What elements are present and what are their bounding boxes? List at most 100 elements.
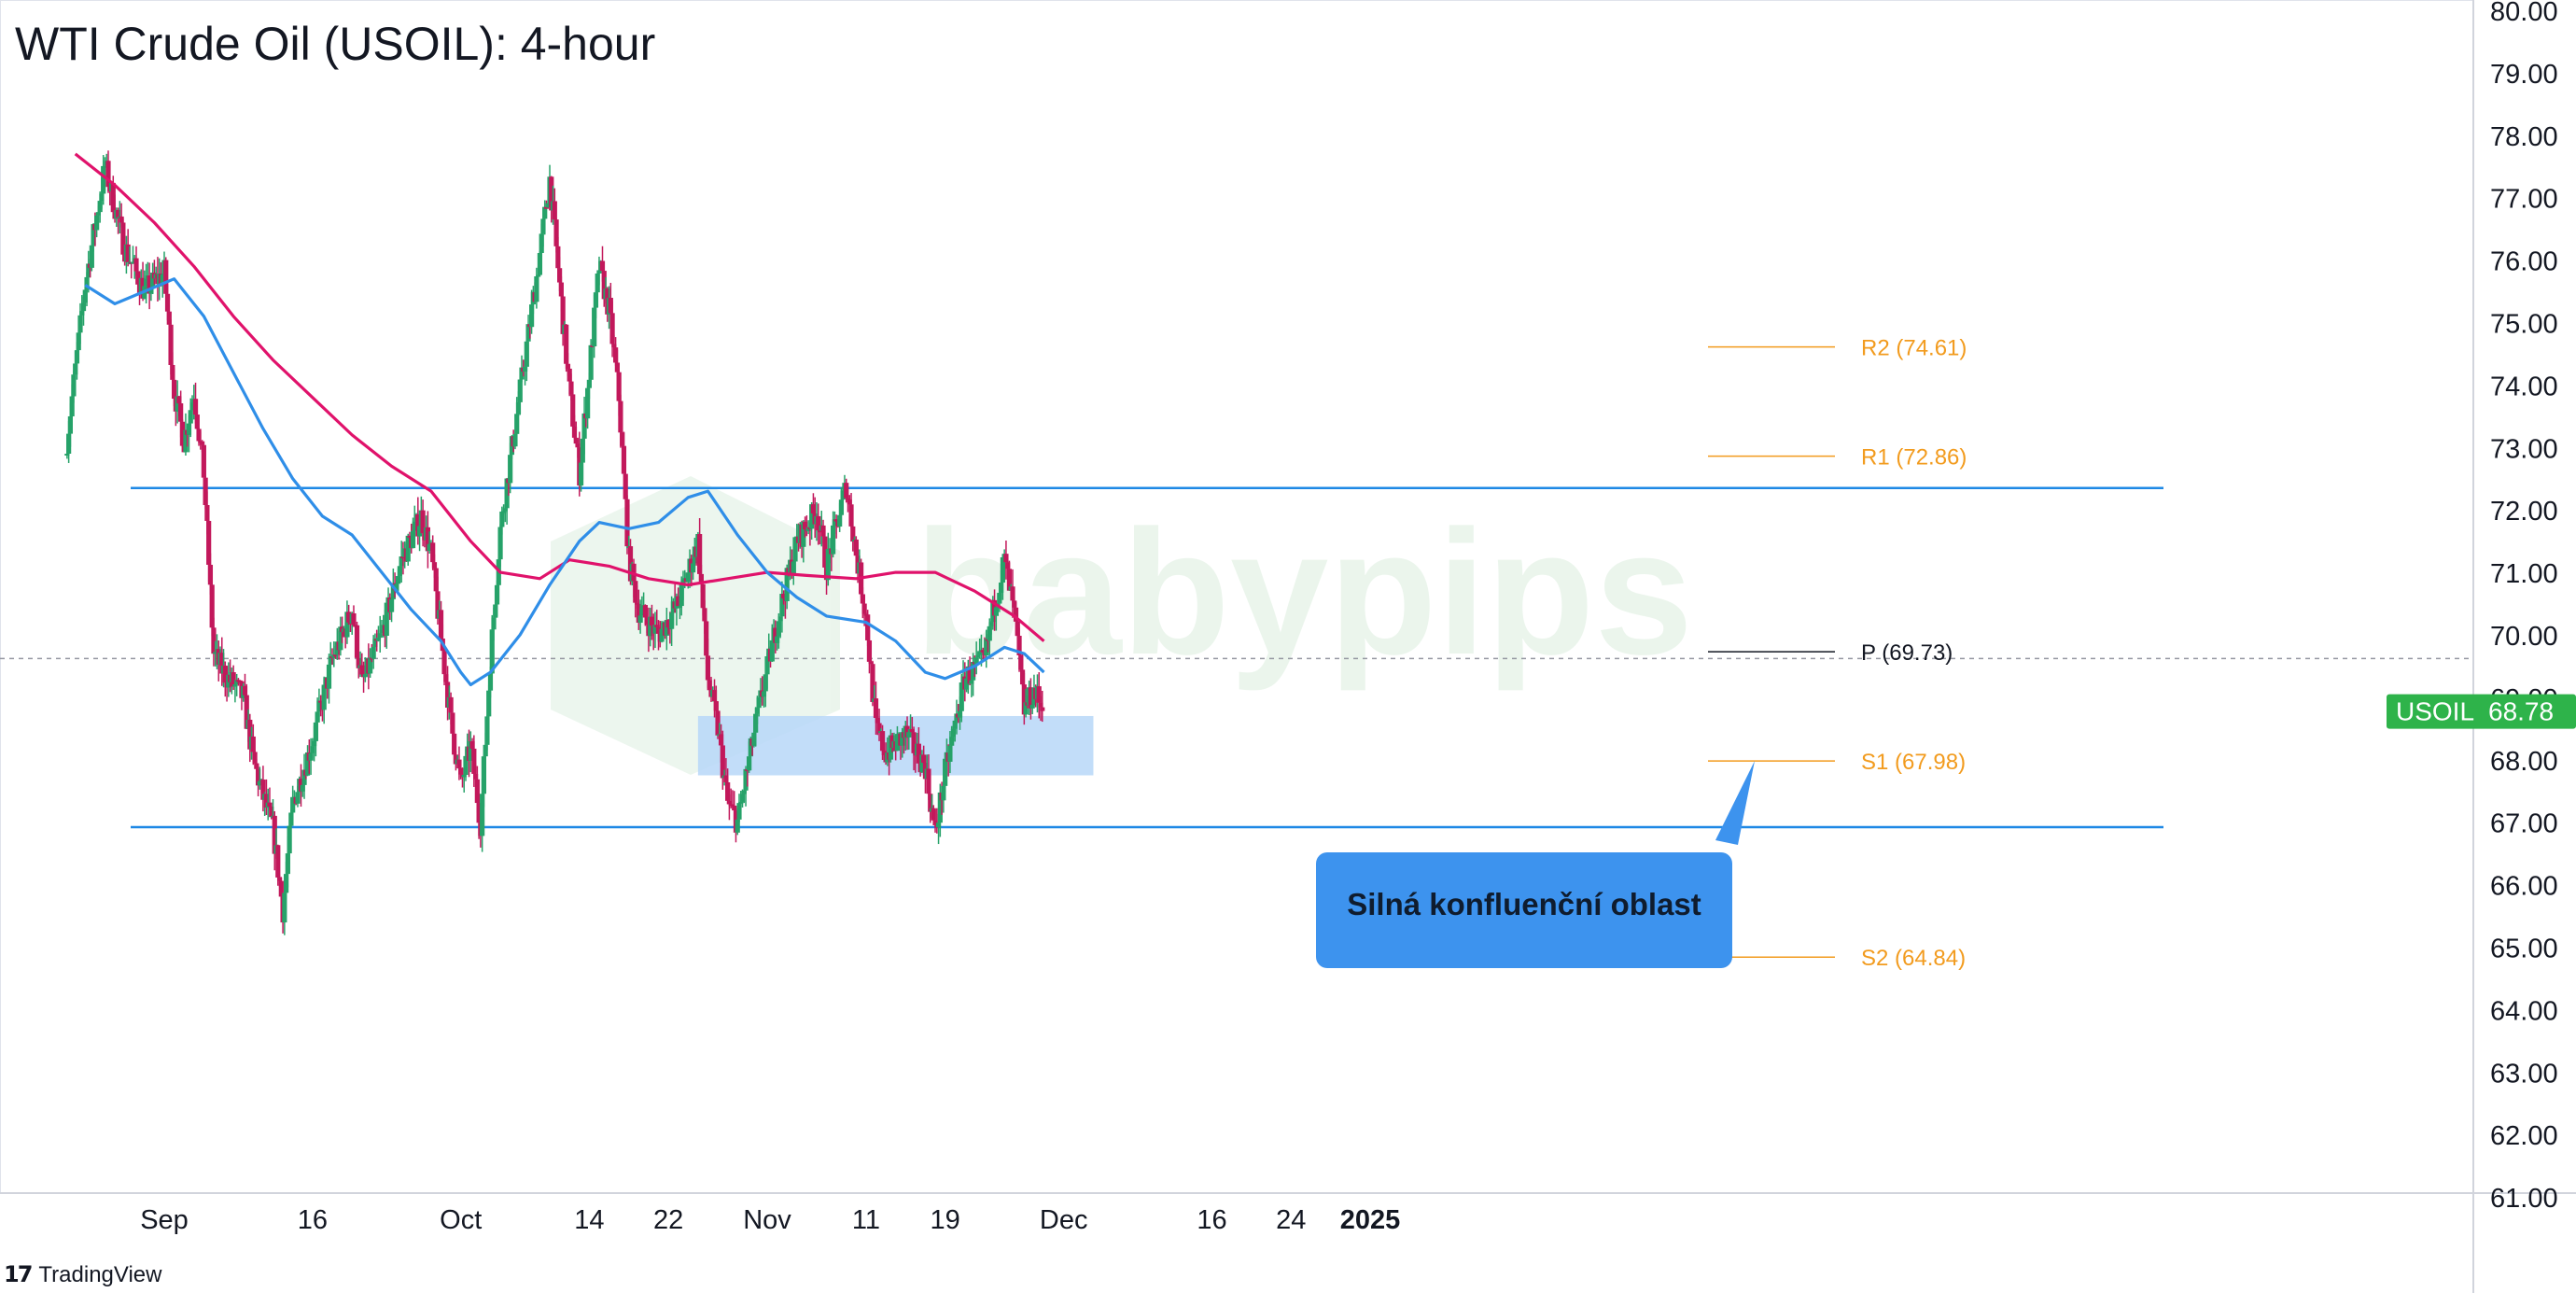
candle-body xyxy=(269,806,274,818)
candle-body xyxy=(720,745,725,779)
candle-body xyxy=(761,691,767,697)
candle-body xyxy=(988,622,994,626)
candle-body xyxy=(448,696,454,713)
candle-body xyxy=(471,748,477,774)
candle-body xyxy=(644,617,650,625)
candle-body xyxy=(763,674,768,692)
candle-body xyxy=(67,415,73,434)
candle-body xyxy=(147,275,152,294)
callout-box xyxy=(1316,852,1732,968)
tradingview-branding[interactable]: 𝟭𝟳 TradingView xyxy=(4,1261,161,1288)
y-tick-label: 63.00 xyxy=(2490,1059,2558,1089)
candle-body xyxy=(351,612,357,625)
candle-body xyxy=(791,561,796,575)
candle-body xyxy=(802,521,808,529)
candle-body xyxy=(624,499,630,547)
candle-body xyxy=(943,758,948,786)
candle-body xyxy=(397,566,402,577)
candle-body xyxy=(980,650,986,653)
candle-body xyxy=(730,804,735,807)
candle-body xyxy=(222,665,228,683)
y-tick-label: 75.00 xyxy=(2490,310,2558,340)
pivot-level-label: R2 (74.61) xyxy=(1861,336,1967,361)
price-badge-bg xyxy=(2387,694,2576,729)
candle-body xyxy=(399,556,404,567)
candle-body xyxy=(633,581,638,603)
candle-body xyxy=(555,246,561,269)
candle-body xyxy=(493,604,498,618)
candle-body xyxy=(707,680,712,691)
candle-body xyxy=(866,639,873,662)
candle-body xyxy=(394,583,399,591)
y-tick-label: 67.00 xyxy=(2490,809,2558,839)
candle-body xyxy=(489,629,495,674)
x-tick-label: 19 xyxy=(930,1205,959,1235)
candle-body xyxy=(206,520,212,565)
candle-body xyxy=(420,510,426,534)
candle-body xyxy=(669,612,675,629)
candle-body xyxy=(697,533,703,574)
candle-body xyxy=(472,773,479,780)
candle-body xyxy=(105,161,111,188)
y-tick-label: 72.00 xyxy=(2490,497,2558,527)
candle-body xyxy=(904,725,910,738)
candle-body xyxy=(179,421,186,446)
candle-body xyxy=(676,596,681,607)
candle-body xyxy=(95,212,101,216)
candle-body xyxy=(941,785,946,801)
candle-body xyxy=(568,381,574,395)
watermark-hexagon xyxy=(551,476,840,775)
candle-body xyxy=(580,438,585,463)
candle-body xyxy=(328,656,333,665)
candle-body xyxy=(777,616,783,622)
candle-body xyxy=(304,752,311,776)
candle-body xyxy=(853,539,859,556)
candle-body xyxy=(130,261,136,264)
candle-body xyxy=(634,602,640,605)
x-tick-label: 22 xyxy=(653,1205,683,1235)
price-badge-symbol: USOIL xyxy=(2396,697,2474,726)
candle-body xyxy=(1003,554,1009,563)
candle-body xyxy=(135,271,141,285)
candle-body xyxy=(655,626,662,634)
candle-body xyxy=(754,708,761,714)
candle-body xyxy=(481,756,487,794)
candle-body xyxy=(474,779,480,804)
candle-body xyxy=(244,695,249,729)
candle-body xyxy=(753,713,759,733)
candle-body xyxy=(390,583,396,599)
candle-body xyxy=(463,755,469,775)
candle-body xyxy=(332,654,339,657)
candle-body xyxy=(837,514,843,527)
candle-body xyxy=(74,350,80,364)
candle-body xyxy=(502,508,508,512)
candle-body xyxy=(1006,569,1013,591)
candle-body xyxy=(278,880,284,897)
candle-body xyxy=(873,698,879,719)
x-tick-label: 24 xyxy=(1276,1205,1306,1235)
candle-body xyxy=(578,462,584,486)
candle-body xyxy=(194,415,200,429)
candle-body xyxy=(410,530,416,549)
candle-body xyxy=(97,201,103,213)
candle-body xyxy=(726,800,733,805)
candle-body xyxy=(275,845,281,878)
candle-body xyxy=(525,324,531,342)
candle-body xyxy=(725,781,731,801)
candle-body xyxy=(540,218,546,234)
candle-body xyxy=(388,598,395,612)
candle-body xyxy=(300,784,305,792)
candle-body xyxy=(1029,704,1035,709)
candle-body xyxy=(86,263,91,277)
candle-body xyxy=(321,684,327,710)
candle-body xyxy=(110,182,116,213)
candle-body xyxy=(435,591,441,619)
y-tick-label: 76.00 xyxy=(2490,247,2558,277)
candle-body xyxy=(845,498,851,500)
candle-body xyxy=(315,711,320,723)
candle-body xyxy=(234,680,240,685)
candle-body xyxy=(916,743,921,764)
candle-body xyxy=(537,253,543,275)
candle-body xyxy=(316,700,322,712)
